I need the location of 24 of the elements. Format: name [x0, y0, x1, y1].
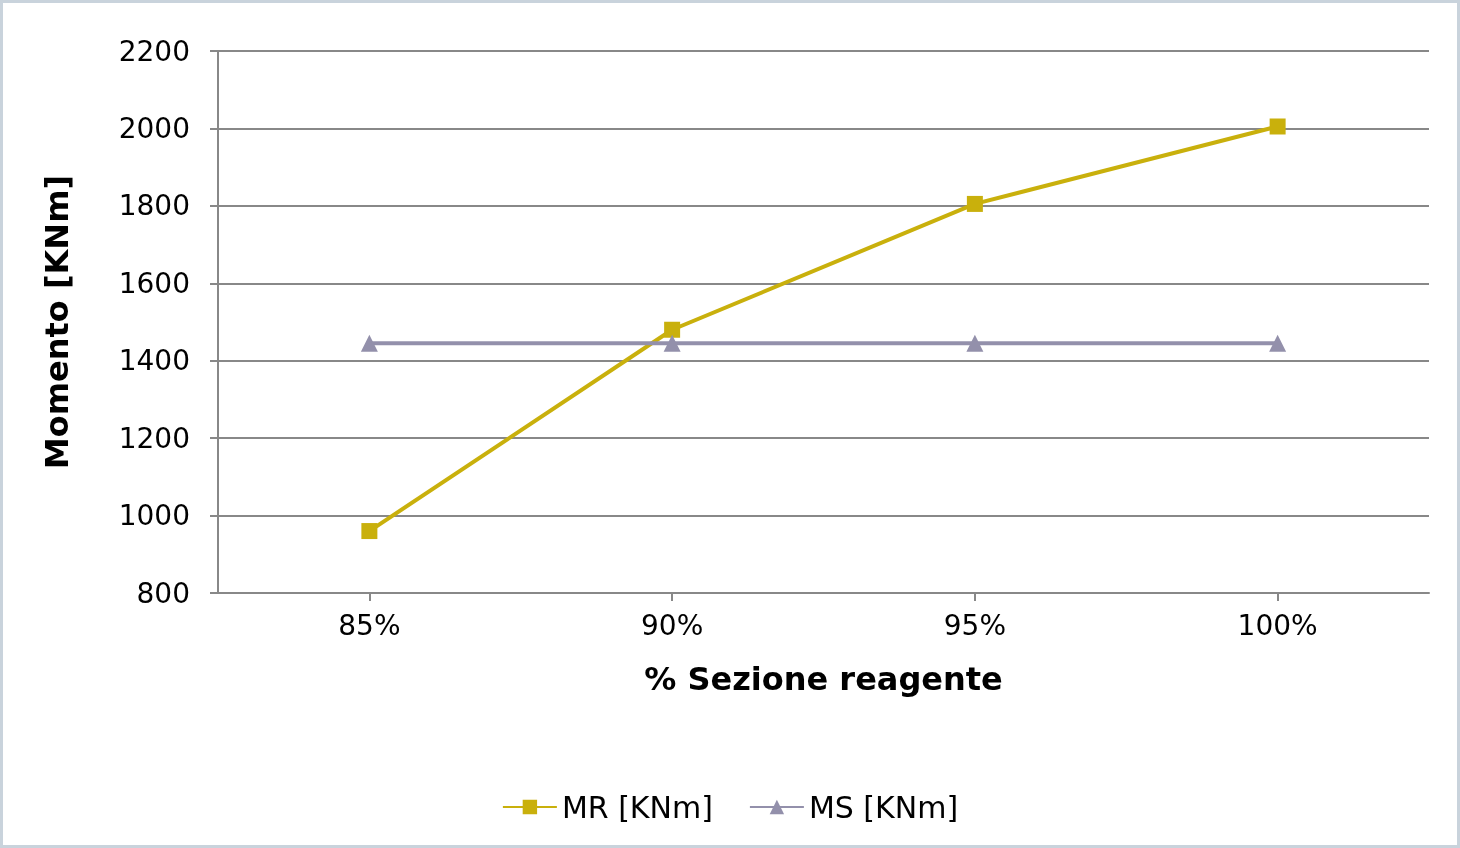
- point: [360, 334, 378, 352]
- legend-label: MS [KNm]: [808, 789, 959, 825]
- x-tick-label: 95%: [943, 608, 1006, 642]
- y-tick-label: 1800: [118, 189, 190, 223]
- y-tick-label: 2200: [118, 34, 190, 68]
- legend-label: MR [KNm]: [561, 789, 713, 825]
- x-tick-label: 85%: [338, 608, 401, 642]
- point: [966, 195, 983, 212]
- point: [663, 334, 681, 352]
- x-axis-title: % Sezione reagente: [644, 660, 1003, 698]
- x-tick-label: 90%: [641, 608, 704, 642]
- y-tick-label: 800: [136, 576, 190, 610]
- point: [1269, 334, 1287, 352]
- point: [664, 321, 681, 338]
- y-tick-label: 1600: [118, 266, 190, 300]
- y-tick-label: 2000: [118, 111, 190, 145]
- point: [361, 523, 378, 540]
- y-tick-label: 1000: [118, 499, 190, 533]
- y-tick-label: 1200: [118, 421, 190, 455]
- point: [1269, 118, 1286, 135]
- y-tick-label: 1400: [118, 344, 190, 378]
- y-axis-title: Momento [KNm]: [38, 174, 76, 470]
- x-tick-label: 100%: [1237, 608, 1318, 642]
- point: [966, 334, 984, 352]
